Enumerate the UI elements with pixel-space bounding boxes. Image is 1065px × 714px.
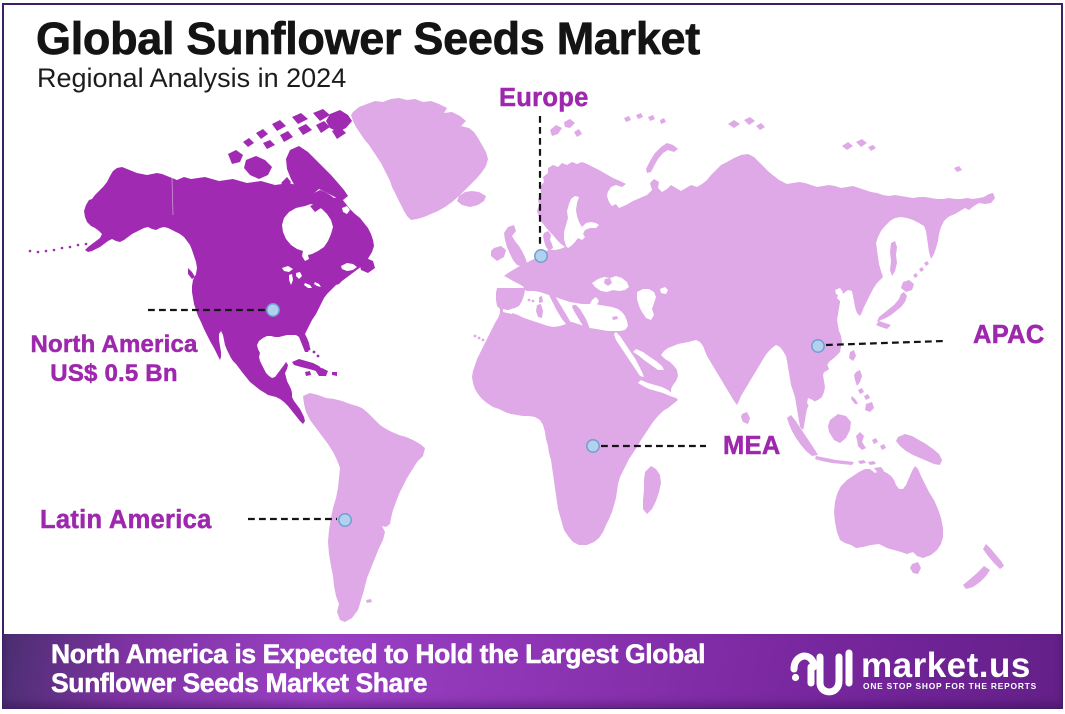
svg-text:market.us: market.us xyxy=(861,646,1031,685)
svg-text:ONE STOP SHOP FOR THE REPORTS: ONE STOP SHOP FOR THE REPORTS xyxy=(863,681,1037,691)
